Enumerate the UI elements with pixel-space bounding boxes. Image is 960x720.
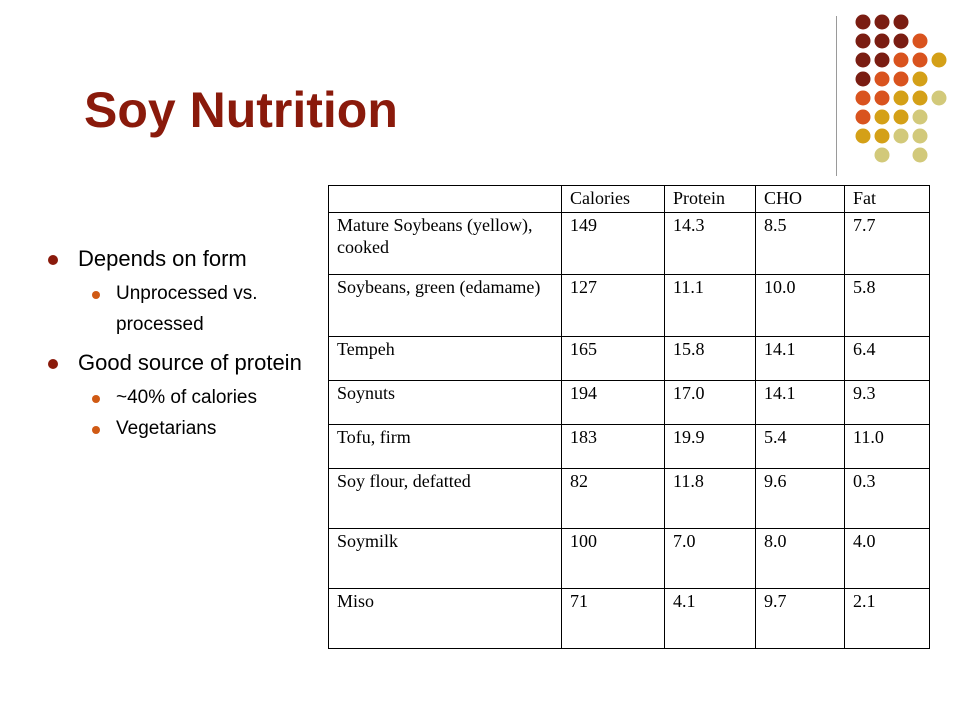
decorative-dot bbox=[912, 71, 928, 87]
table-cell: 100 bbox=[561, 528, 665, 589]
table-header-row: Calories Protein CHO Fat bbox=[328, 185, 930, 213]
table-cell: Soybeans, green (edamame) bbox=[328, 274, 562, 337]
table-cell: Tempeh bbox=[328, 336, 562, 381]
sub-bullet-item: Vegetarians bbox=[48, 413, 328, 444]
table-cell: 71 bbox=[561, 588, 665, 649]
column-header: Fat bbox=[844, 185, 930, 213]
decorative-dot bbox=[874, 90, 890, 106]
decorative-dot bbox=[931, 90, 947, 106]
decorative-dot bbox=[912, 128, 928, 144]
table-row: Soymilk 100 7.0 8.0 4.0 bbox=[328, 528, 930, 589]
table-row: Tempeh 165 15.8 14.1 6.4 bbox=[328, 336, 930, 381]
decorative-dot bbox=[855, 90, 871, 106]
decorative-dot bbox=[874, 147, 890, 163]
decorative-divider-line bbox=[836, 16, 837, 176]
table-cell: 127 bbox=[561, 274, 665, 337]
decorative-dot bbox=[893, 71, 909, 87]
table-cell: Soynuts bbox=[328, 380, 562, 425]
table-row: Miso 71 4.1 9.7 2.1 bbox=[328, 588, 930, 649]
table-cell: 149 bbox=[561, 212, 665, 275]
table-cell: 14.1 bbox=[755, 380, 845, 425]
table-cell: 9.7 bbox=[755, 588, 845, 649]
table-cell: 2.1 bbox=[844, 588, 930, 649]
table-cell: 183 bbox=[561, 424, 665, 469]
table-cell: 194 bbox=[561, 380, 665, 425]
decorative-dot bbox=[893, 128, 909, 144]
table-cell: 6.4 bbox=[844, 336, 930, 381]
table-row: Soy flour, defatted 82 11.8 9.6 0.3 bbox=[328, 468, 930, 529]
decorative-dot bbox=[855, 128, 871, 144]
decorative-dot bbox=[855, 52, 871, 68]
table-cell: 82 bbox=[561, 468, 665, 529]
table-cell: 19.9 bbox=[664, 424, 756, 469]
decorative-dot bbox=[855, 14, 871, 30]
table-row: Soybeans, green (edamame) 127 11.1 10.0 … bbox=[328, 274, 930, 337]
decorative-dot bbox=[893, 33, 909, 49]
decorative-dot bbox=[855, 71, 871, 87]
bullet-list: Depends on form Unprocessed vs. processe… bbox=[48, 240, 328, 444]
decorative-dot bbox=[931, 52, 947, 68]
table-cell: 14.3 bbox=[664, 212, 756, 275]
table-cell: Soymilk bbox=[328, 528, 562, 589]
table-row: Mature Soybeans (yellow), cooked 149 14.… bbox=[328, 212, 930, 275]
column-header: Calories bbox=[561, 185, 665, 213]
table-cell: 17.0 bbox=[664, 380, 756, 425]
decorative-dot bbox=[855, 33, 871, 49]
table-row: Soynuts 194 17.0 14.1 9.3 bbox=[328, 380, 930, 425]
table-cell: 7.7 bbox=[844, 212, 930, 275]
table-cell: 8.5 bbox=[755, 212, 845, 275]
table-cell: 0.3 bbox=[844, 468, 930, 529]
table-cell: 5.4 bbox=[755, 424, 845, 469]
column-header: CHO bbox=[755, 185, 845, 213]
decorative-dot bbox=[912, 147, 928, 163]
decorative-dot bbox=[893, 109, 909, 125]
table-cell: 4.0 bbox=[844, 528, 930, 589]
sub-bullet-item: ~40% of calories bbox=[48, 382, 328, 413]
decorative-dot bbox=[912, 109, 928, 125]
table-cell: 7.0 bbox=[664, 528, 756, 589]
decorative-dot bbox=[912, 33, 928, 49]
table-cell: 9.3 bbox=[844, 380, 930, 425]
nutrition-table: Calories Protein CHO Fat Mature Soybeans… bbox=[328, 185, 930, 649]
table-cell: 165 bbox=[561, 336, 665, 381]
table-cell: 14.1 bbox=[755, 336, 845, 381]
table-cell: Miso bbox=[328, 588, 562, 649]
sub-bullet-item: Unprocessed vs. processed bbox=[48, 278, 328, 340]
table-row: Tofu, firm 183 19.9 5.4 11.0 bbox=[328, 424, 930, 469]
column-header: Protein bbox=[664, 185, 756, 213]
table-cell: 8.0 bbox=[755, 528, 845, 589]
table-cell: 10.0 bbox=[755, 274, 845, 337]
table-cell: 11.1 bbox=[664, 274, 756, 337]
table-cell: Mature Soybeans (yellow), cooked bbox=[328, 212, 562, 275]
table-cell: Soy flour, defatted bbox=[328, 468, 562, 529]
decorative-dot bbox=[893, 14, 909, 30]
decorative-dot bbox=[893, 52, 909, 68]
table-cell: 11.0 bbox=[844, 424, 930, 469]
decorative-dot bbox=[874, 52, 890, 68]
table-cell: Tofu, firm bbox=[328, 424, 562, 469]
decorative-dot bbox=[874, 33, 890, 49]
table-cell: 4.1 bbox=[664, 588, 756, 649]
decorative-dot bbox=[874, 109, 890, 125]
table-cell: 11.8 bbox=[664, 468, 756, 529]
decorative-dot bbox=[874, 71, 890, 87]
decorative-dot bbox=[912, 52, 928, 68]
table-cell: 9.6 bbox=[755, 468, 845, 529]
slide-title: Soy Nutrition bbox=[84, 82, 398, 138]
table-cell: 5.8 bbox=[844, 274, 930, 337]
table-cell: 15.8 bbox=[664, 336, 756, 381]
bullet-item: Good source of protein bbox=[48, 344, 328, 382]
bullet-item: Depends on form bbox=[48, 240, 328, 278]
decorative-dot bbox=[912, 90, 928, 106]
decorative-dot bbox=[855, 109, 871, 125]
decorative-dot bbox=[874, 128, 890, 144]
column-header bbox=[328, 185, 562, 213]
decorative-dot bbox=[893, 90, 909, 106]
decorative-dot bbox=[874, 14, 890, 30]
